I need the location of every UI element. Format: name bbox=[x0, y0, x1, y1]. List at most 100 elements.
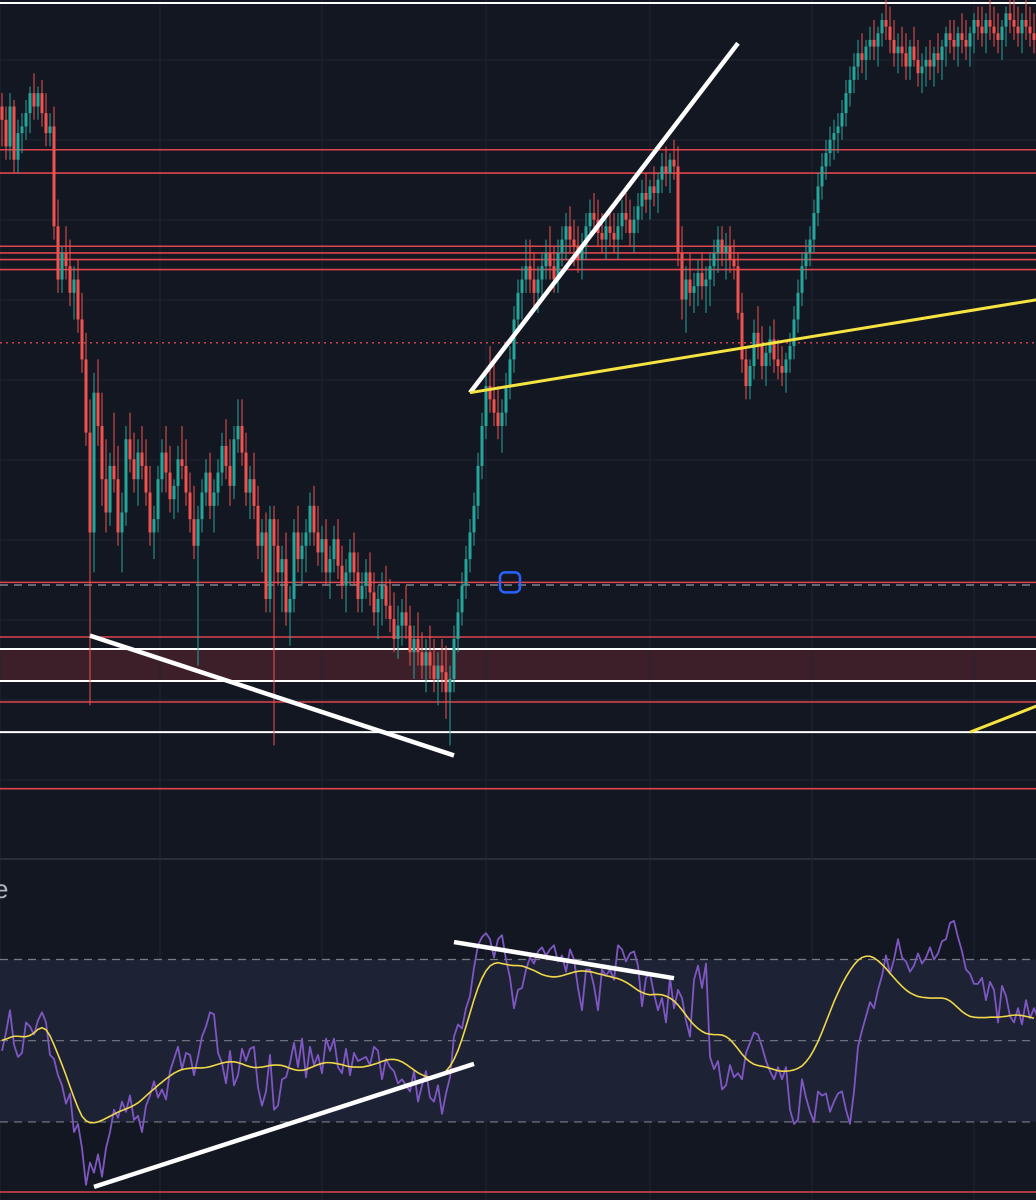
candle-body bbox=[800, 266, 804, 293]
candle bbox=[752, 319, 756, 380]
candle bbox=[64, 226, 68, 280]
candle-body bbox=[544, 252, 548, 267]
candle-body bbox=[1020, 19, 1024, 34]
rsi-line bbox=[1, 920, 1036, 1186]
candle bbox=[344, 559, 348, 613]
candle-body bbox=[564, 226, 568, 240]
candle bbox=[396, 605, 400, 659]
candle-body bbox=[1024, 19, 1028, 27]
candle-body bbox=[104, 479, 108, 513]
candle bbox=[944, 26, 948, 67]
candle bbox=[624, 193, 628, 233]
marker-layer[interactable] bbox=[498, 571, 522, 594]
candle bbox=[1024, 0, 1028, 40]
candle-body bbox=[472, 505, 476, 533]
candle-body bbox=[952, 39, 956, 47]
candle bbox=[756, 306, 760, 360]
price-trendline[interactable] bbox=[969, 704, 1036, 734]
candle bbox=[16, 119, 20, 174]
candle-body bbox=[176, 459, 180, 486]
candle-body bbox=[644, 193, 648, 200]
candle-body bbox=[988, 19, 992, 27]
candle bbox=[128, 412, 132, 473]
candle bbox=[240, 399, 244, 466]
price-trendline[interactable] bbox=[468, 41, 740, 395]
candle bbox=[804, 239, 808, 280]
candle bbox=[400, 599, 404, 646]
candle bbox=[1032, 13, 1036, 54]
rsi-trendline[interactable] bbox=[453, 939, 675, 981]
candle-body bbox=[540, 266, 544, 280]
candle bbox=[956, 26, 960, 67]
candle-body bbox=[228, 465, 232, 486]
candle bbox=[332, 525, 336, 573]
candle bbox=[808, 226, 812, 267]
candle-body bbox=[876, 33, 880, 47]
candle-body bbox=[80, 319, 84, 360]
candle bbox=[832, 119, 836, 160]
candle bbox=[684, 266, 688, 333]
candle bbox=[96, 359, 100, 446]
candle-body bbox=[580, 246, 584, 260]
candle-body bbox=[468, 532, 472, 560]
candle bbox=[620, 199, 624, 240]
candle-body bbox=[688, 279, 692, 293]
candle bbox=[628, 199, 632, 247]
candle-body bbox=[120, 512, 124, 533]
candle bbox=[180, 425, 184, 480]
rsi-trendline[interactable] bbox=[93, 1061, 475, 1190]
candle-body bbox=[416, 638, 420, 653]
candle bbox=[840, 99, 844, 140]
candle-body bbox=[268, 519, 272, 600]
candle-body bbox=[728, 246, 732, 260]
candle bbox=[456, 599, 460, 653]
candle bbox=[36, 86, 40, 120]
price-trendline[interactable] bbox=[469, 298, 1036, 395]
candle-body bbox=[780, 366, 784, 373]
price-trendline[interactable] bbox=[89, 633, 455, 758]
candle bbox=[416, 612, 420, 666]
candle-body bbox=[320, 539, 324, 553]
candle-body bbox=[856, 53, 860, 67]
candle-body bbox=[536, 279, 540, 293]
candle-body bbox=[520, 279, 524, 293]
candle-body bbox=[768, 339, 772, 353]
candle-body bbox=[296, 532, 300, 560]
candle-body bbox=[968, 33, 972, 47]
rounded-square-outline-icon[interactable] bbox=[498, 571, 522, 594]
candle-body bbox=[652, 186, 656, 194]
candle bbox=[1016, 6, 1020, 47]
candle-body bbox=[532, 279, 536, 293]
candle-body bbox=[796, 292, 800, 320]
candle-body bbox=[244, 452, 248, 493]
candle-body bbox=[108, 465, 112, 513]
candle-body bbox=[336, 539, 340, 566]
candle bbox=[444, 645, 448, 719]
candle bbox=[996, 13, 1000, 54]
candle bbox=[1028, 6, 1032, 47]
rsi-ma-line bbox=[1, 955, 1035, 1124]
candle-body bbox=[156, 479, 160, 520]
candle-body bbox=[380, 585, 384, 600]
candle-body bbox=[624, 212, 628, 220]
candle-body bbox=[512, 319, 516, 360]
candle bbox=[60, 246, 64, 293]
candle-body bbox=[136, 452, 140, 480]
candle bbox=[228, 439, 232, 506]
candle bbox=[56, 199, 60, 293]
candle bbox=[632, 206, 636, 253]
trendline-drawings[interactable] bbox=[89, 41, 1036, 1190]
candle bbox=[452, 625, 456, 693]
candle bbox=[880, 13, 884, 47]
candle bbox=[216, 459, 220, 506]
candle bbox=[860, 33, 864, 74]
candle-body bbox=[740, 312, 744, 360]
candle bbox=[676, 146, 680, 267]
candle bbox=[508, 346, 512, 400]
candle bbox=[984, 13, 988, 54]
candle bbox=[88, 399, 92, 706]
candle-body bbox=[776, 359, 780, 367]
candle-body bbox=[600, 232, 604, 240]
